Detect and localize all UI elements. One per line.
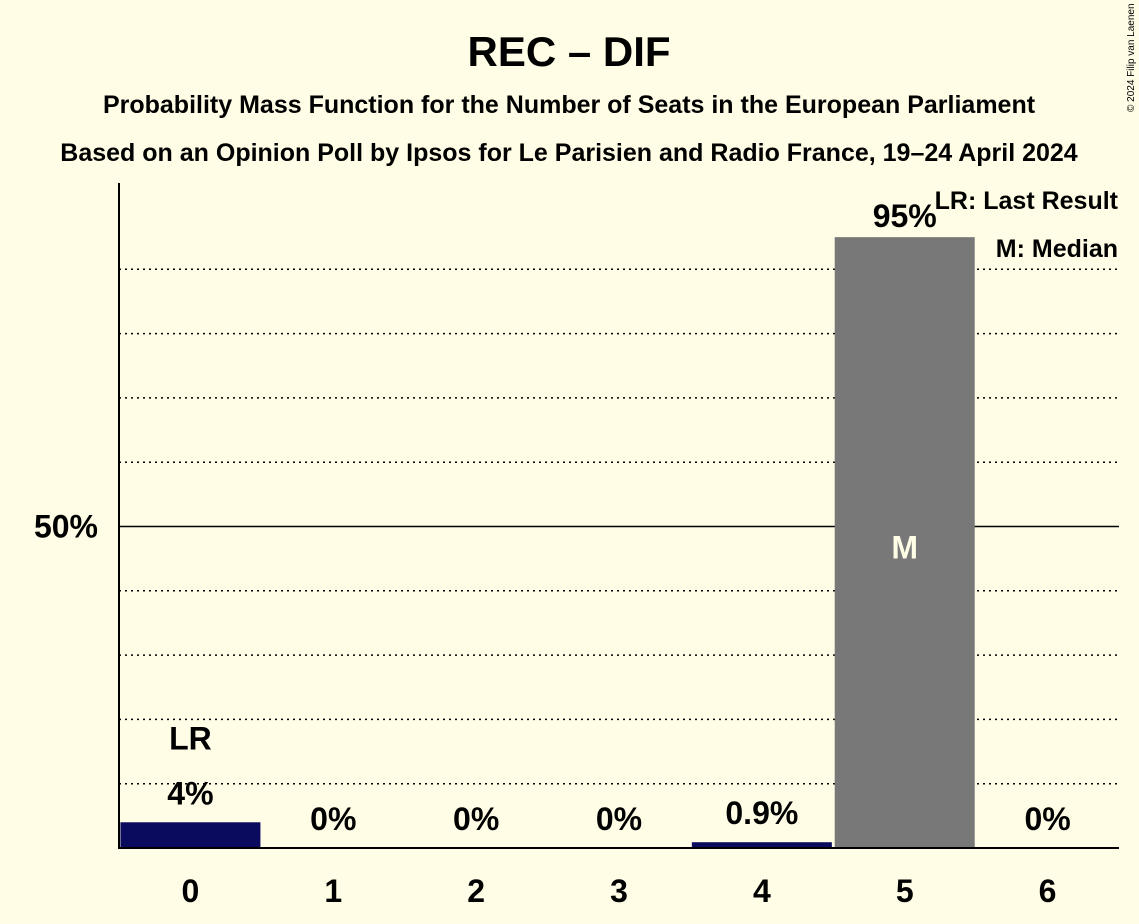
bars — [120, 237, 975, 848]
last-result-marker: LR — [169, 720, 212, 756]
x-tick-label-6: 6 — [1039, 873, 1057, 909]
chart-title: REC – DIF — [467, 28, 670, 75]
x-tick-labels: 0 1 2 3 4 5 6 — [182, 873, 1057, 909]
chart-subtitle-source: Based on an Opinion Poll by Ipsos for Le… — [60, 139, 1078, 167]
y-tick-label-50: 50% — [34, 509, 98, 545]
value-label-2: 0% — [453, 801, 499, 837]
value-label-0: 4% — [167, 775, 213, 811]
legend-median: M: Median — [996, 235, 1118, 263]
bar-4 — [691, 842, 832, 848]
x-tick-label-4: 4 — [753, 873, 771, 909]
chart-subtitle: Probability Mass Function for the Number… — [103, 91, 1036, 119]
value-label-6: 0% — [1024, 801, 1070, 837]
bar-0 — [120, 822, 261, 848]
legend-last-result: LR: Last Result — [935, 187, 1119, 215]
value-labels: 4% LR 0% 0% 0% 0.9% 95% M 0% — [167, 198, 1070, 837]
value-label-4: 0.9% — [725, 795, 798, 831]
value-label-5: 95% — [873, 198, 937, 234]
x-tick-label-1: 1 — [324, 873, 342, 909]
value-label-3: 0% — [596, 801, 642, 837]
x-tick-label-0: 0 — [182, 873, 200, 909]
bar-5 — [834, 237, 975, 848]
copyright-notice: © 2024 Filip van Laenen — [1126, 3, 1137, 112]
value-label-1: 0% — [310, 801, 356, 837]
median-marker: M — [891, 530, 918, 566]
x-tick-label-2: 2 — [467, 873, 485, 909]
x-tick-label-3: 3 — [610, 873, 628, 909]
x-tick-label-5: 5 — [896, 873, 914, 909]
